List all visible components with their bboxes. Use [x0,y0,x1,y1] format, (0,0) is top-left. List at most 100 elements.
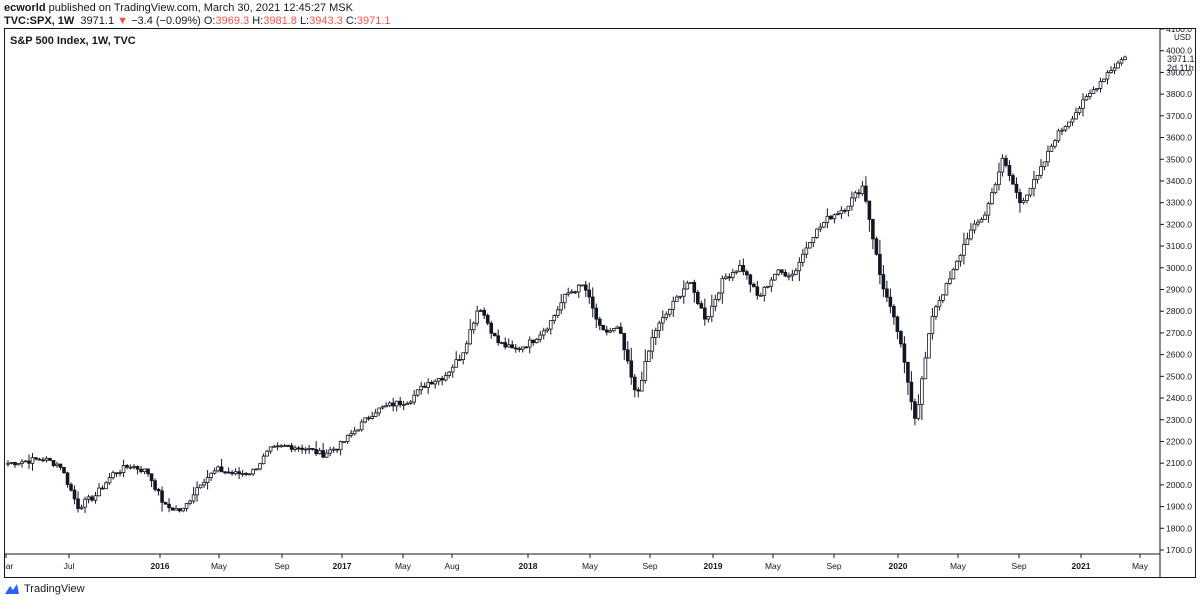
candle-body [366,417,371,420]
candle-body [1116,62,1120,69]
candle-body [310,448,315,450]
candle-body [331,448,336,451]
candle-body [878,253,882,276]
candle-body [167,503,171,509]
candle-body [163,501,168,505]
candle-body [352,430,357,435]
candle-body [121,465,126,473]
candle-body [923,357,928,380]
candle-body [955,260,959,270]
candle-body [650,337,655,352]
candle-body [524,346,529,349]
candle-body [937,300,942,308]
publish-text: published on TradingView.com, March 30, … [45,2,353,14]
candle-body [653,330,658,338]
time-tick-label: Sep [274,561,289,571]
candle-body [1074,112,1078,120]
candle-body [503,342,508,348]
candle-body [888,296,893,307]
tradingview-logo-icon[interactable] [4,582,20,596]
candle-body [527,339,532,348]
candle-body [363,417,367,423]
candle-body [72,489,77,500]
candle-body [881,274,886,290]
candle-body [990,192,994,205]
low-label: L: [299,15,310,27]
candle-body [1123,56,1127,61]
candle-body [1053,140,1057,147]
candle-body [555,309,560,316]
candle-body [804,247,809,255]
price-tick-label: 3500.0 [1166,154,1192,164]
candle-body [576,284,581,293]
candle-body [738,265,742,272]
candle-body [233,471,238,475]
candle-body [860,185,865,195]
candle-body [713,298,718,307]
last-price-label: 3971.1 [1167,54,1195,64]
price-chart[interactable]: 1700.0 1800.0 1900.0 2000.0 2100.0 2200.0 2300… [4,28,1196,578]
candle-body [282,445,287,447]
candle-body [646,350,651,362]
candle-body [76,498,80,509]
open-label: O: [203,15,216,27]
candle-body [874,238,879,255]
candle-body [667,308,672,315]
candle-body [485,314,490,324]
candle-body [660,317,665,324]
candle-body [226,471,231,474]
candle-body [317,450,322,455]
candle-body [1081,99,1085,109]
price-tick-label: 2200.0 [1166,436,1192,446]
time-tick-label: 2019 [704,561,723,571]
candle-body [632,376,637,391]
candle-body [135,466,140,470]
candle-body [720,278,725,294]
candle-body [328,449,332,454]
time-axis: Mar Jul 2016 May Sep 2017 May Aug 2018 May Sep 2019… [4,554,1149,571]
candle-body [892,306,896,318]
brand-name[interactable]: TradingView [24,583,85,595]
candle-body [128,466,133,469]
candle-body [440,378,444,381]
candle-body [202,482,206,486]
candle-body [1102,78,1106,82]
candle-body [303,448,308,451]
candle-body [492,332,497,337]
candle-body [692,281,697,293]
candle-body [636,389,641,392]
candle-body [153,480,157,490]
candle-body [244,473,248,475]
time-tick-label: Sep [826,561,841,571]
candle-body [345,434,350,442]
candle-body [534,338,539,344]
candle-body [51,460,56,466]
candle-body [107,477,112,484]
candle-body [377,407,381,414]
candle-body [65,472,70,485]
candle-body [1028,187,1033,196]
candle-body [776,269,781,275]
high-value: 3981.8 [263,15,297,27]
candle-body [83,498,87,508]
low-value: 3943.3 [309,15,343,27]
candle-body [156,488,161,492]
candle-body [296,447,301,450]
countdown-label: 2d 11h [1167,63,1194,73]
candle-body [426,381,430,388]
candle-body [279,445,283,448]
candle-body [895,316,900,332]
candle-body [727,276,732,279]
candle-body [790,273,795,277]
candle-body [506,344,511,348]
candle-body [717,292,721,300]
candle-body [1049,145,1054,152]
publisher-name[interactable]: ecworld [4,2,46,14]
candle-body [205,477,210,483]
candle-body [258,463,262,470]
candle-body [930,316,935,335]
candle-body [496,335,501,344]
time-tick-label: Jul [64,561,75,571]
candle-body [689,281,693,284]
candle-body [780,269,784,273]
